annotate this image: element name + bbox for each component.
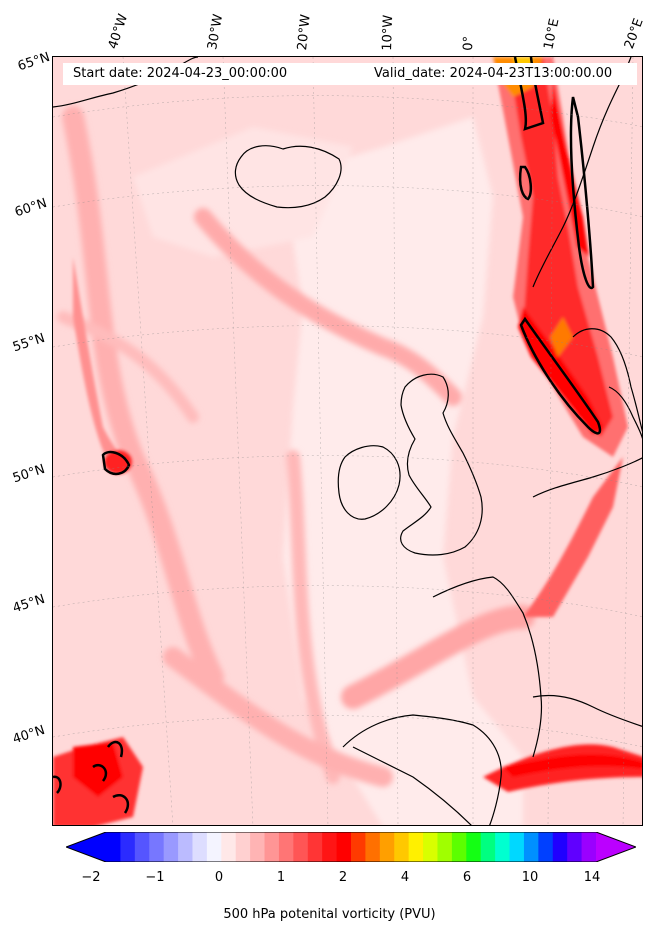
colorbar-segment xyxy=(178,832,193,862)
lon-label-0: 0° xyxy=(461,35,477,51)
scandinavia-coast xyxy=(572,328,642,432)
colorbar-segment xyxy=(495,832,511,862)
norway-coast xyxy=(532,57,632,288)
gridlines xyxy=(53,57,642,825)
valid-date-text: Valid_date: 2024-04-23T13:00:00.00 xyxy=(374,66,613,81)
denmark-coast xyxy=(608,386,642,439)
colorbar-segment xyxy=(581,832,597,862)
cbar-tick: 4 xyxy=(400,870,410,885)
france-coast xyxy=(432,576,543,758)
colorbar-segment xyxy=(293,832,309,862)
colorbar-over-extension xyxy=(596,832,636,862)
colorbar-segment xyxy=(538,832,554,862)
colorbar-segment xyxy=(480,832,496,862)
map-canvas xyxy=(53,57,642,825)
date-header-bar xyxy=(63,63,637,85)
pv-lower-band xyxy=(483,457,642,792)
iberia-coast xyxy=(342,714,502,825)
colorbar-segment xyxy=(322,832,338,862)
lat-label-65n: 65°N xyxy=(16,49,52,75)
colorbar xyxy=(66,832,636,862)
colorbar-segment xyxy=(379,832,395,862)
africa-coast xyxy=(352,746,472,825)
cbar-tick: −1 xyxy=(145,870,165,885)
lon-label-10w: 10°W xyxy=(380,14,397,51)
map-panel[interactable] xyxy=(52,56,643,826)
cbar-tick: 0 xyxy=(214,870,224,885)
colorbar-label: 500 hPa potenital vorticity (PVU) xyxy=(223,907,436,922)
colorbar-segment xyxy=(134,832,150,862)
cbar-tick: 14 xyxy=(583,870,601,885)
colorbar-segment xyxy=(466,832,482,862)
britain-coast xyxy=(400,373,483,556)
colorbar-segment xyxy=(567,832,583,862)
colorbar-segment xyxy=(509,832,525,862)
lat-label-45n: 45°N xyxy=(11,591,47,617)
cbar-tick: 10 xyxy=(521,870,539,885)
lat-label-40n: 40°N xyxy=(11,722,47,748)
iceland-coast xyxy=(234,145,342,209)
colorbar-segment xyxy=(163,832,179,862)
start-date-text: Start date: 2024-04-23_00:00:00 xyxy=(73,66,288,81)
colorbar-segment xyxy=(394,832,410,862)
cbar-tick: −2 xyxy=(81,870,101,885)
coastlines xyxy=(53,57,642,825)
lat-label-60n: 60°N xyxy=(13,195,49,221)
colorbar-segment xyxy=(336,832,352,862)
colorbar-segment xyxy=(451,832,467,862)
lat-label-55n: 55°N xyxy=(11,330,47,356)
colorbar-segment xyxy=(278,832,294,862)
colorbar-segment xyxy=(149,832,165,862)
pv-left-features xyxy=(53,257,143,825)
mediterranean-coast xyxy=(532,694,642,727)
pv-low-region xyxy=(133,117,523,825)
colorbar-segment xyxy=(365,832,381,862)
cbar-tick: 1 xyxy=(276,870,286,885)
colorbar-under-extension xyxy=(66,832,106,862)
cbar-tick: 2 xyxy=(338,870,348,885)
pv-contours xyxy=(53,57,602,814)
colorbar-segment xyxy=(206,832,222,862)
cbar-tick: 6 xyxy=(462,870,472,885)
lon-label-30w: 30°W xyxy=(205,13,227,52)
colorbar-segment xyxy=(264,832,280,862)
lon-label-20w: 20°W xyxy=(295,13,314,52)
colorbar-segment xyxy=(423,832,438,862)
lat-label-50n: 50°N xyxy=(11,461,47,487)
ireland-coast xyxy=(337,445,401,520)
colorbar-segment xyxy=(250,832,266,862)
lon-label-10e: 10°E xyxy=(541,17,563,52)
colorbar-segment xyxy=(408,832,424,862)
colorbar-segment xyxy=(552,832,568,862)
europe-coast xyxy=(532,457,642,498)
colorbar-segment xyxy=(192,832,208,862)
colorbar-segment xyxy=(351,832,366,862)
lon-label-40w: 40°W xyxy=(105,12,132,51)
colorbar-segment xyxy=(307,832,323,862)
colorbar-segment xyxy=(221,832,237,862)
colorbar-segment xyxy=(523,832,539,862)
colorbar-segment xyxy=(106,832,121,862)
lon-label-20e: 20°E xyxy=(621,16,647,51)
colorbar-segment xyxy=(120,832,136,862)
colorbar-segment xyxy=(437,832,453,862)
colorbar-segment xyxy=(235,832,251,862)
